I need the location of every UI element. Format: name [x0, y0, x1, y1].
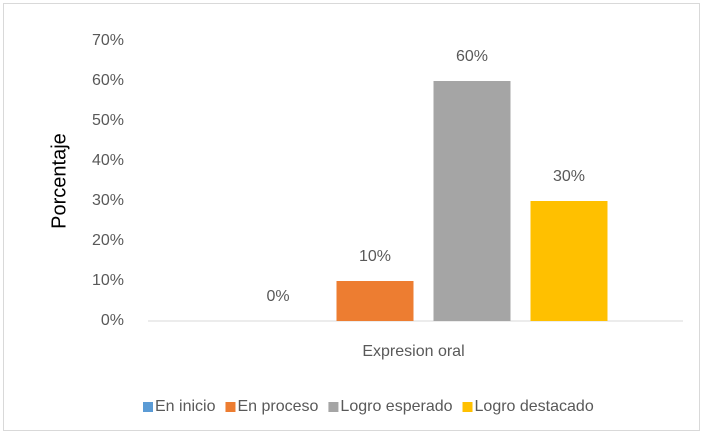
legend-label: Logro destacado: [475, 398, 594, 415]
legend-swatch: [328, 402, 339, 412]
y-tick-label: 0%: [101, 312, 124, 329]
y-tick-label: 10%: [92, 272, 124, 289]
legend-label: Logro esperado: [340, 398, 452, 415]
bar: [336, 281, 414, 321]
y-axis-title: Porcentaje: [48, 133, 70, 229]
y-tick-label: 40%: [92, 152, 124, 169]
y-tick-label: 60%: [92, 72, 124, 89]
bar: [530, 201, 608, 321]
y-tick-label: 20%: [92, 232, 124, 249]
data-label: 60%: [456, 48, 488, 65]
legend-swatch: [462, 402, 473, 412]
bar: [433, 81, 511, 321]
data-label: 10%: [359, 248, 391, 265]
data-label: 30%: [553, 168, 585, 185]
legend-swatch: [143, 402, 153, 412]
y-tick-label: 30%: [92, 192, 124, 209]
x-tick-label: Expresion oral: [362, 343, 464, 360]
y-tick-label: 50%: [92, 112, 124, 129]
data-label: 0%: [266, 288, 289, 305]
y-tick-label: 70%: [92, 32, 124, 49]
legend-swatch: [225, 402, 236, 412]
legend-label: En proceso: [237, 398, 318, 415]
legend-label: En inicio: [155, 398, 216, 415]
